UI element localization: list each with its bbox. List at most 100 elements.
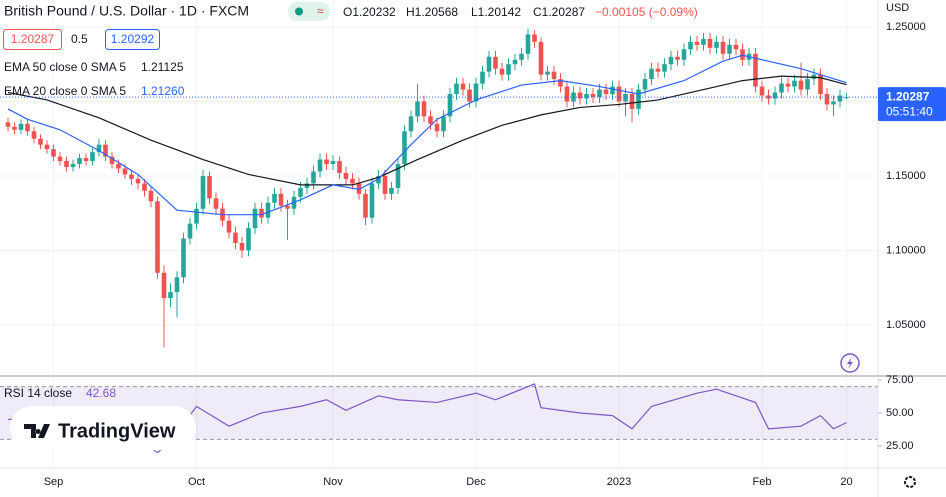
ask-price: 1.20292 [111, 32, 155, 46]
candle-body [64, 161, 69, 168]
x-tick-label: Feb [753, 476, 772, 488]
candle-body [538, 41, 544, 75]
candle-body [207, 175, 212, 199]
candle-body [109, 156, 115, 165]
candle-body [5, 122, 11, 127]
candle-body [174, 277, 180, 293]
candle-body [265, 202, 271, 218]
wave-icon: ≈ [317, 4, 324, 18]
plot [0, 28, 878, 454]
candle-body [298, 187, 303, 197]
candle-body [44, 144, 50, 150]
candle-body [629, 94, 635, 109]
x-tick-label: 20 [840, 476, 852, 488]
chart-title: British Pound / U.S. Dollar · 1D · FXCM [4, 3, 249, 19]
candle-body [720, 41, 726, 54]
candle-body [272, 193, 277, 203]
candle-body [330, 161, 336, 165]
candle-body [662, 64, 667, 72]
candle-body [603, 89, 609, 95]
candle-body [96, 144, 102, 153]
settings-icon[interactable] [904, 476, 916, 488]
candle-body [415, 101, 420, 117]
legend-label: EMA 20 close 0 SMA 5 [4, 84, 126, 98]
candle-body [252, 208, 258, 229]
alert-icon[interactable] [840, 353, 860, 373]
candle-body [142, 183, 147, 191]
candle-body [311, 171, 316, 184]
x-tick-label: Sep [44, 476, 64, 488]
bid-box[interactable] [3, 29, 62, 50]
candle-body [831, 101, 836, 105]
y-tick-label: 1.10000 [886, 244, 926, 256]
candle-body [636, 89, 641, 109]
candle-body [389, 187, 394, 194]
candle-body [551, 71, 557, 80]
candle-body [837, 95, 843, 102]
rsi-line [7, 383, 847, 454]
last-price-box [878, 87, 946, 122]
candle-body [304, 183, 310, 188]
x-tick-label: Nov [323, 476, 343, 488]
rsi-tick-label: 25.00 [886, 440, 914, 452]
visibility-toggle[interactable] [288, 2, 330, 21]
candle-body [688, 41, 693, 50]
candle-body [155, 201, 160, 273]
candle-body [324, 159, 329, 165]
y-tick-label: 1.25000 [886, 21, 926, 33]
candle-body [161, 272, 167, 299]
candle-body [525, 34, 531, 54]
rsi-tick-label: 75.00 [886, 374, 914, 386]
candle-body [564, 86, 570, 102]
watermark-text: TradingView [58, 420, 176, 442]
candle-body [168, 292, 173, 299]
candle-body [226, 220, 232, 233]
candle-body [480, 71, 485, 84]
candle-body [402, 131, 407, 165]
legend-value: 1.21125 [141, 60, 184, 74]
candle-body [649, 68, 654, 80]
candle-body [200, 175, 206, 209]
candle-body [12, 126, 17, 130]
candle-body [792, 80, 797, 87]
candle-body [675, 56, 680, 60]
candle-body [408, 116, 414, 132]
candle-body [259, 208, 264, 218]
candle-body [772, 92, 778, 99]
candle-body [759, 86, 765, 96]
y-tick-label: 1.15000 [886, 170, 926, 182]
candle-body [187, 223, 193, 239]
candle-body [753, 53, 758, 87]
axis-unit: USD [886, 2, 909, 14]
ohlc-close: C1.20287 [533, 5, 585, 19]
candle-body [239, 242, 245, 251]
candle-body [129, 174, 134, 179]
candle-body [577, 92, 583, 99]
candle-body [545, 71, 550, 75]
y-tick-label: 1.05000 [886, 319, 926, 331]
candle-body [642, 79, 648, 90]
candle-body [447, 94, 453, 117]
x-tick-label: Oct [188, 476, 205, 488]
candle-body [824, 94, 830, 105]
candle-body [590, 94, 596, 97]
candle-body [499, 68, 505, 75]
ask-box[interactable] [105, 29, 160, 50]
candle-body [18, 123, 24, 130]
candle-body [285, 205, 290, 209]
candle-body [428, 116, 433, 124]
candle-body [623, 94, 628, 102]
candle-body [57, 156, 63, 162]
candle-body [278, 193, 284, 206]
candle-body [382, 175, 388, 194]
watermark-logo [24, 424, 50, 438]
eye-icon [295, 7, 303, 16]
candle-body [343, 172, 349, 179]
candle-body [707, 38, 713, 48]
candle-body [233, 232, 238, 243]
candle-body [122, 168, 128, 175]
candle-body [25, 123, 30, 132]
candle-body [116, 164, 121, 169]
rsi-label: RSI 14 close [4, 386, 72, 400]
candle-body [376, 175, 381, 184]
